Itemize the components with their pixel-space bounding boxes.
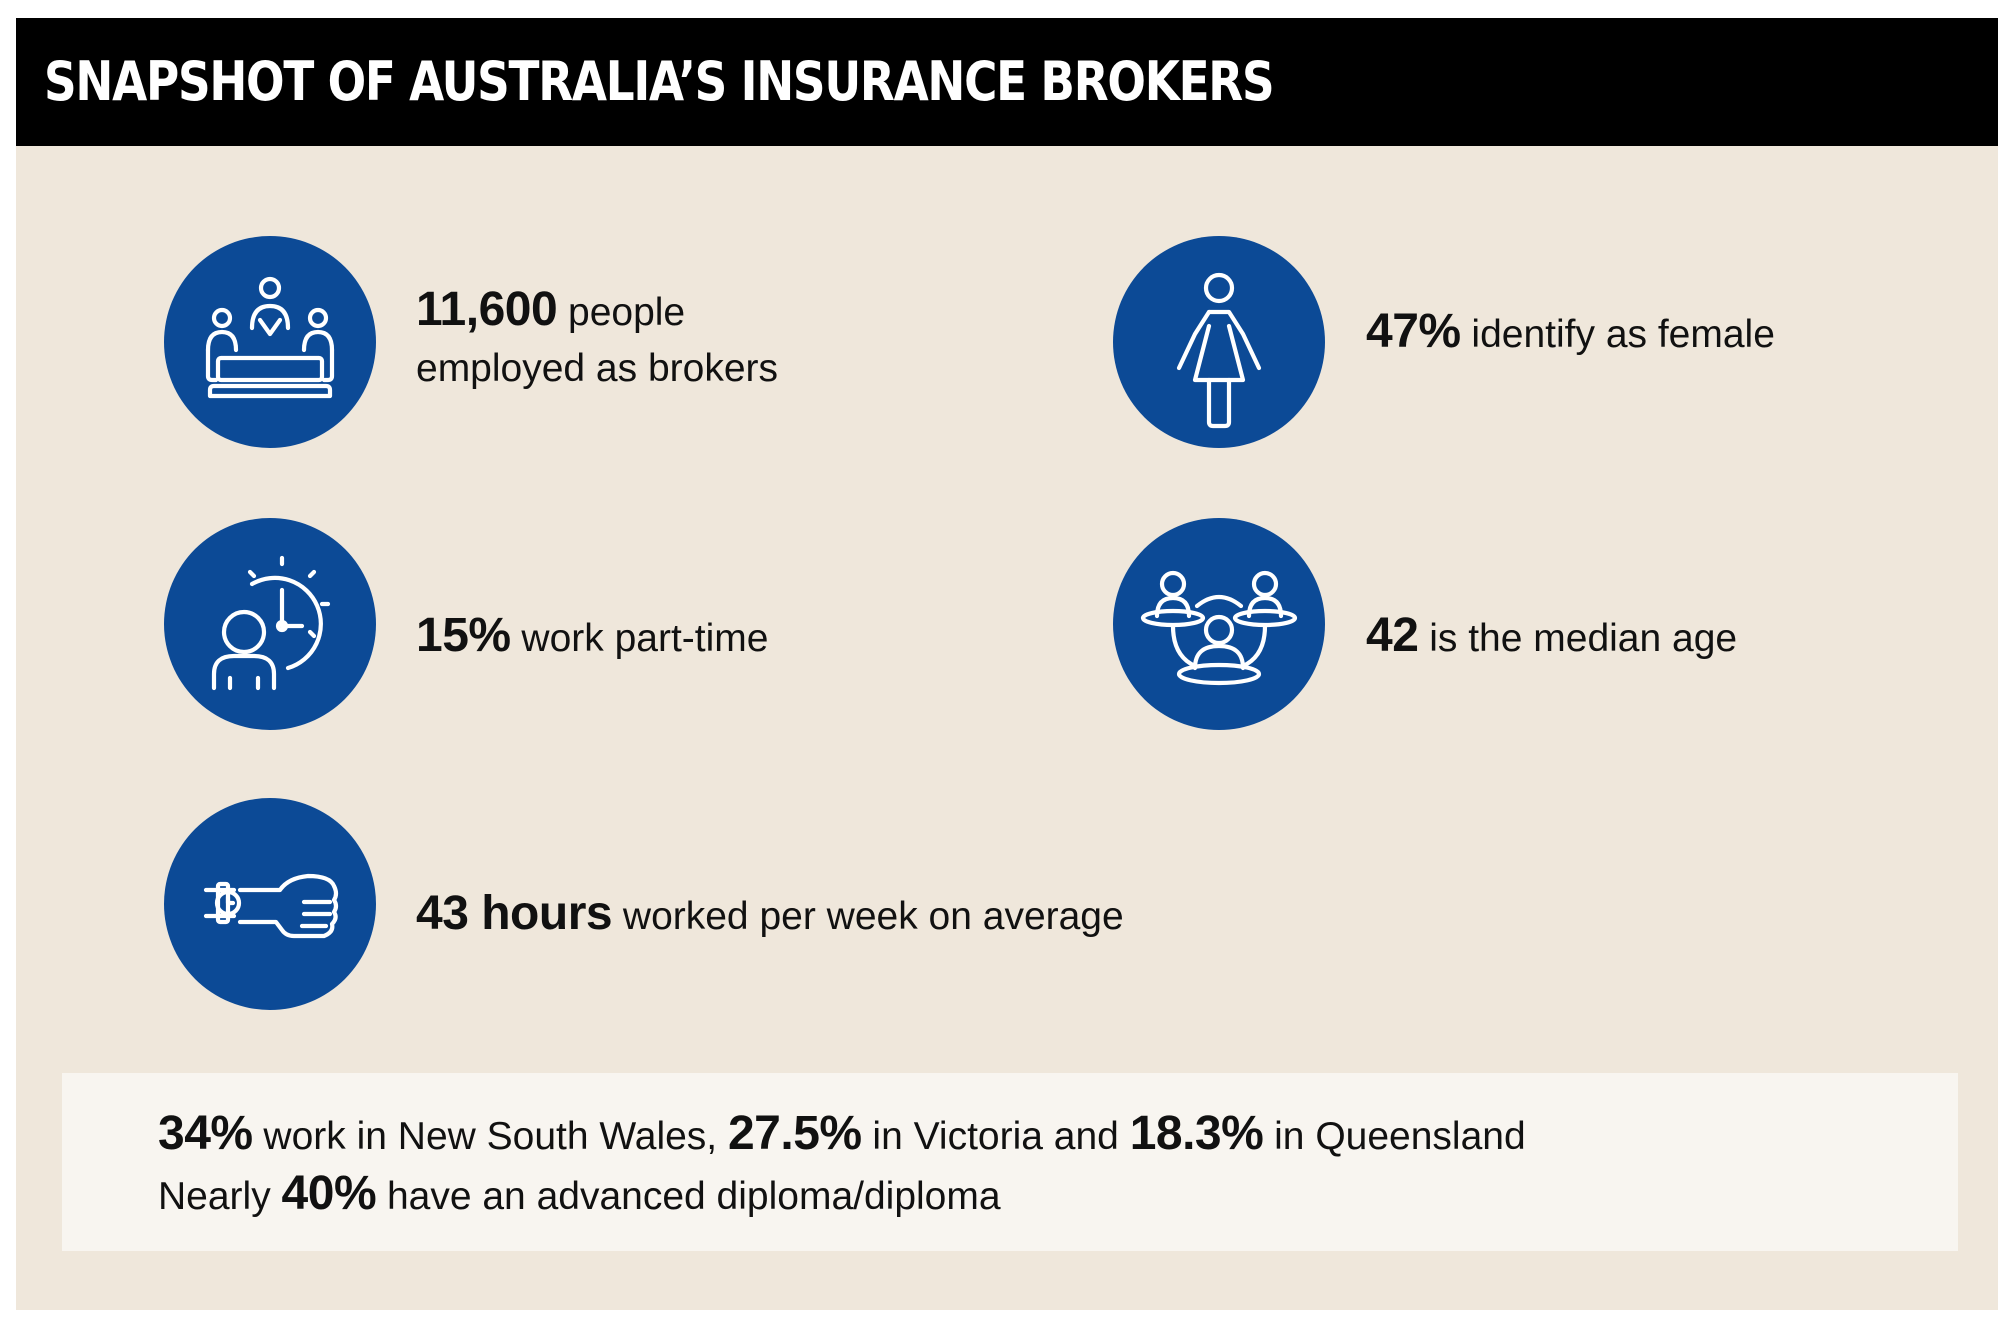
stat-median-age: 42 is the median age <box>1366 608 1737 667</box>
stat-hours-value: 43 hours <box>416 887 613 940</box>
stat-hours-text: worked per week on average <box>612 895 1124 938</box>
nsw-value: 34% <box>158 1107 253 1160</box>
diploma-value: 40% <box>281 1167 377 1220</box>
diploma-text: have an advanced diploma/diploma <box>376 1175 1001 1218</box>
summary-box: 34% work in New South Wales, 27.5% in Vi… <box>62 1073 1958 1251</box>
stat-hours: 43 hours worked per week on average <box>416 886 1124 945</box>
stat-female-value: 47% <box>1366 305 1461 358</box>
vic-value: 27.5% <box>727 1107 862 1160</box>
page-title: SNAPSHOT OF AUSTRALIA’S INSURANCE BROKER… <box>44 50 1275 113</box>
qld-value: 18.3% <box>1129 1107 1264 1160</box>
stat-brokers-value: 11,600 <box>416 283 558 336</box>
stat-part-time-text: work part-time <box>510 617 769 660</box>
stat-brokers: 11,600 people <box>416 282 685 341</box>
stat-female-text: identify as female <box>1460 313 1775 356</box>
stat-part-time-value: 15% <box>416 609 511 662</box>
stat-median-age-value: 42 <box>1366 609 1419 662</box>
stat-brokers-line2: employed as brokers <box>416 347 779 390</box>
nsw-text: work in New South Wales, <box>252 1115 728 1158</box>
female-person-icon <box>1113 236 1325 448</box>
meeting-table-icon <box>164 236 376 448</box>
summary-diploma-line: Nearly 40% have an advanced diploma/dipl… <box>158 1165 1001 1226</box>
wristwatch-hand-icon <box>164 798 376 1010</box>
summary-states-line: 34% work in New South Wales, 27.5% in Vi… <box>158 1105 1526 1166</box>
vic-text: in Victoria and <box>861 1115 1130 1158</box>
diploma-pre: Nearly <box>158 1175 282 1218</box>
clock-person-icon <box>164 518 376 730</box>
stat-brokers-text: people <box>557 291 686 334</box>
stat-median-age-text: is the median age <box>1418 617 1738 660</box>
stat-part-time: 15% work part-time <box>416 608 768 667</box>
stat-female: 47% identify as female <box>1366 304 1775 363</box>
people-network-icon <box>1113 518 1325 730</box>
qld-text: in Queensland <box>1263 1115 1526 1158</box>
header-bar <box>16 18 1998 146</box>
